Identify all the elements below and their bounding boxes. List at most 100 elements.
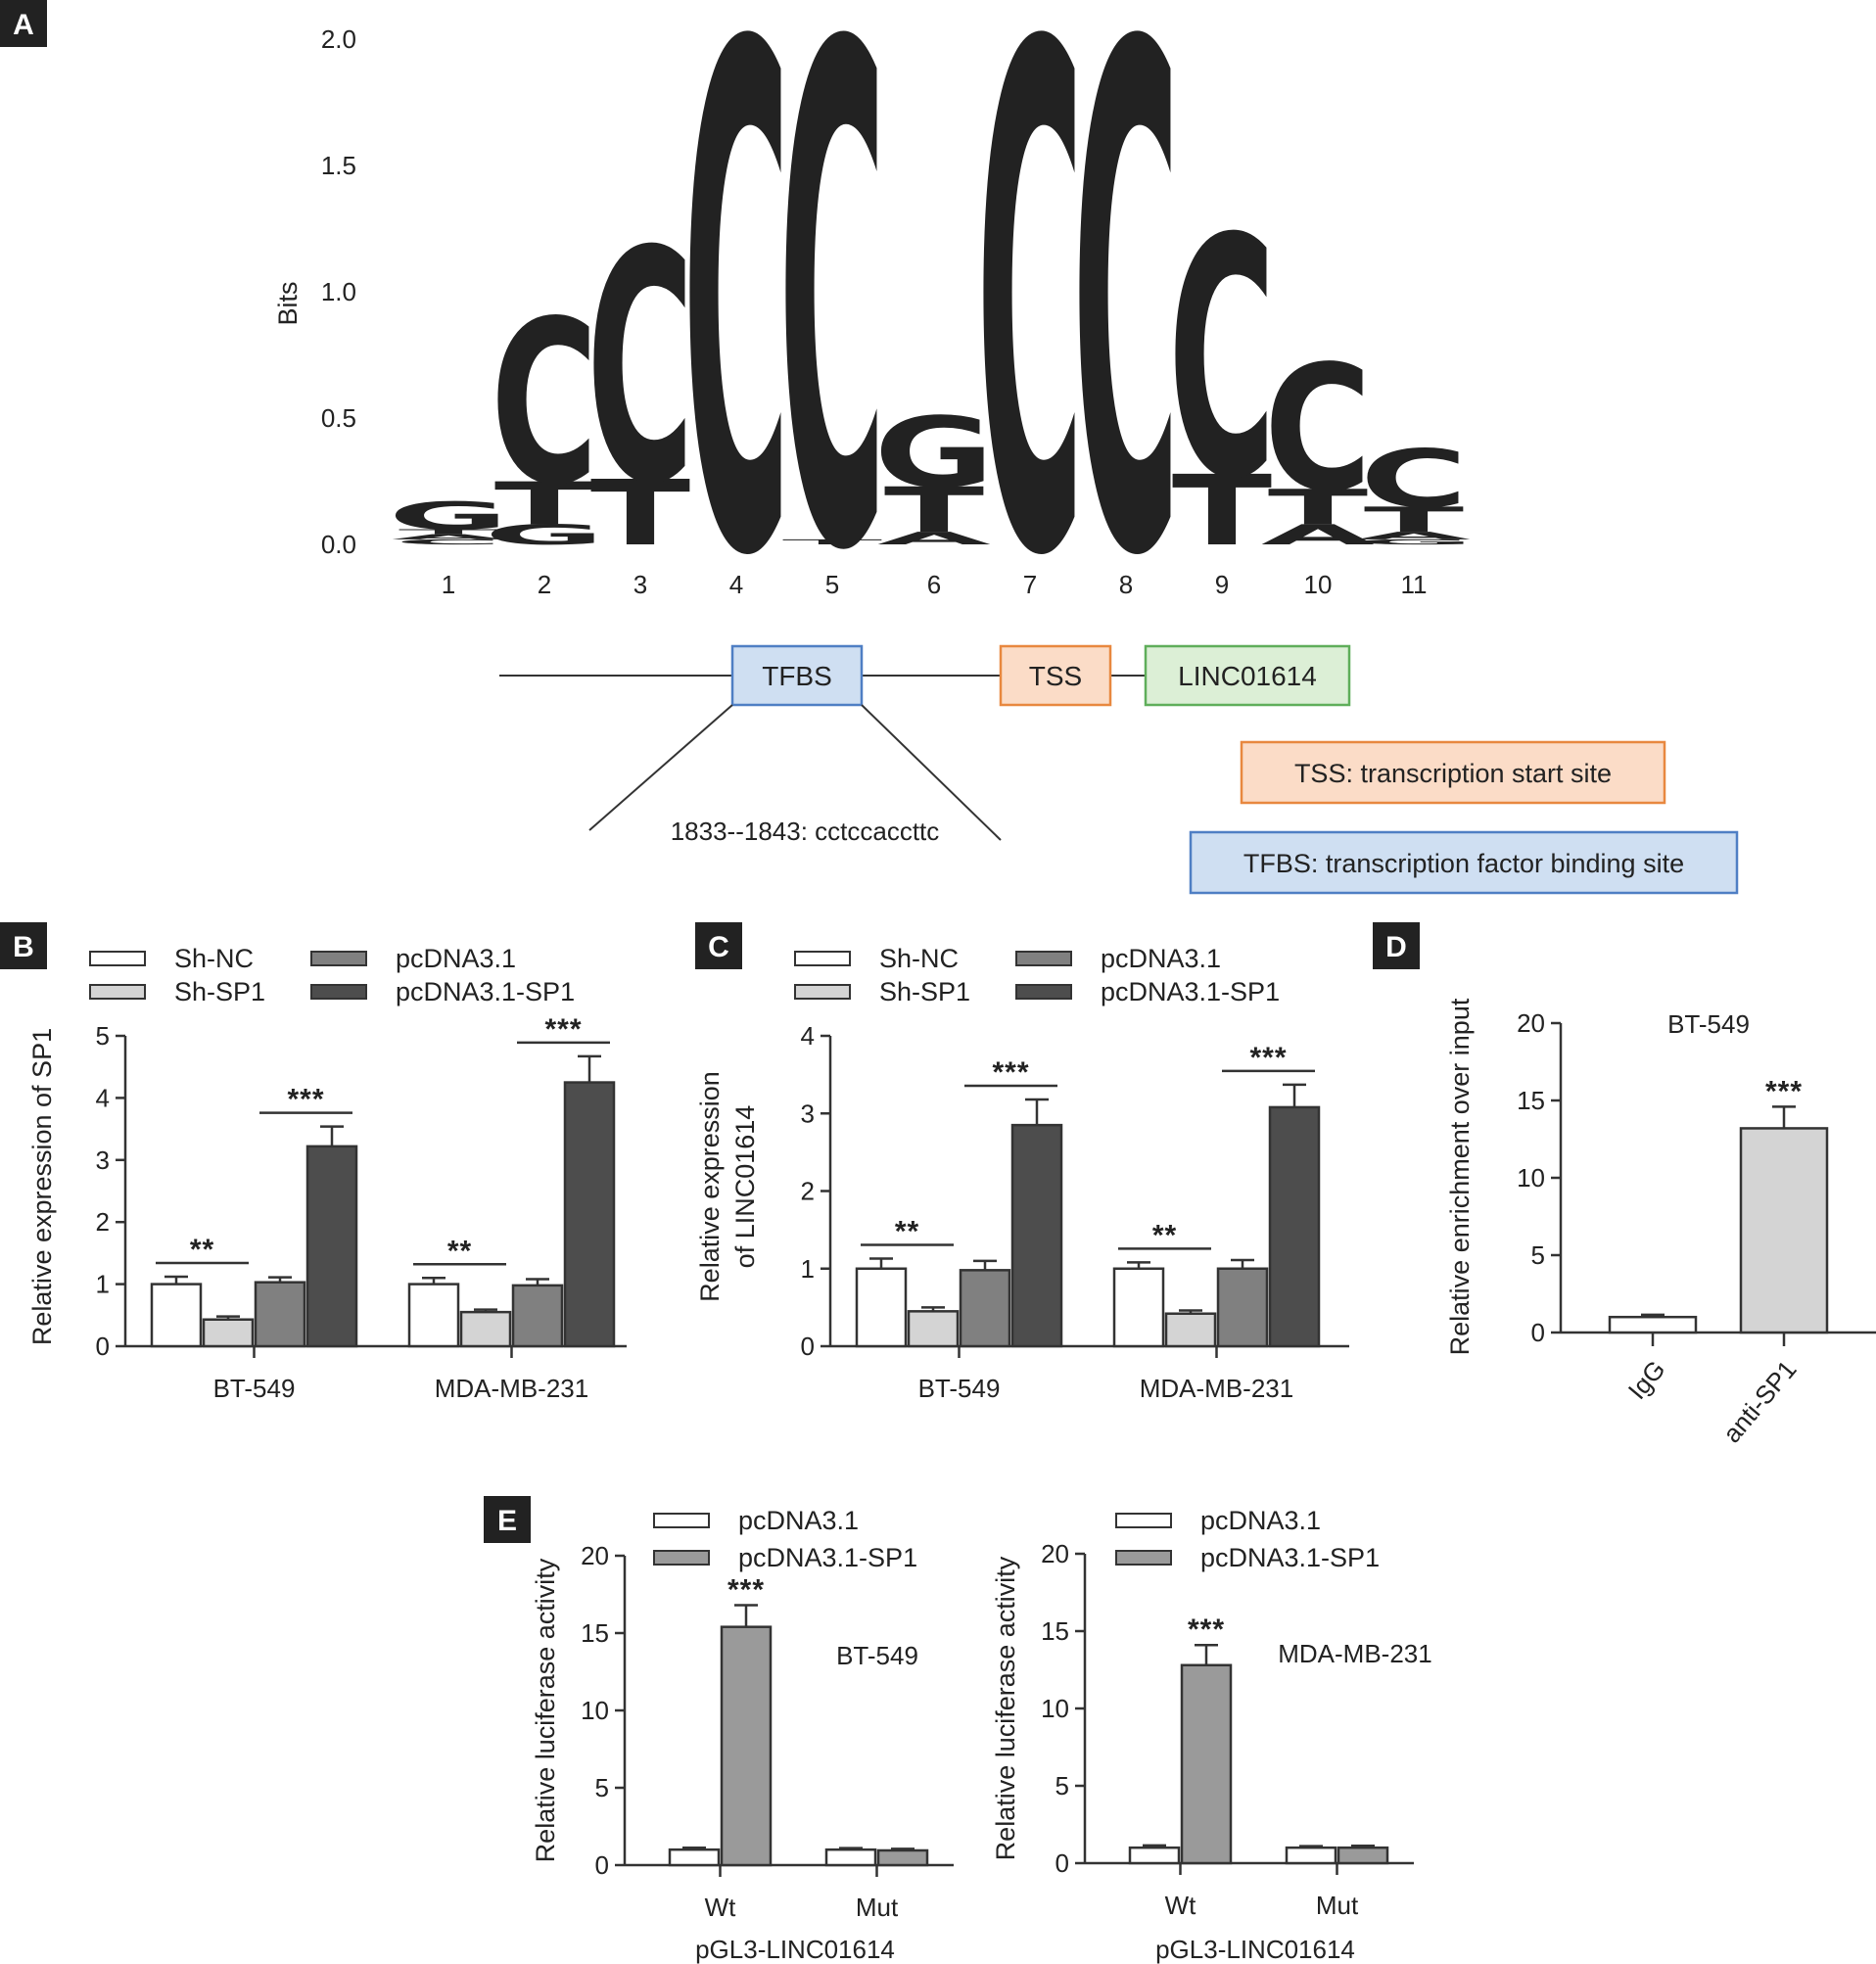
legend-swatch — [1015, 984, 1072, 1000]
x-category-label: Mut — [1316, 1891, 1359, 1920]
significance-label: ** — [895, 1215, 919, 1247]
tfbs-legend-text: TFBS: transcription factor binding site — [1243, 849, 1684, 878]
chart-title: BT-549 — [1667, 1009, 1750, 1039]
y-tick-label: 15 — [1517, 1086, 1545, 1115]
y-tick-label: 0 — [1531, 1318, 1545, 1347]
bar-wt-0 — [1128, 1846, 1181, 1865]
logo-letter-c: C — [1264, 328, 1372, 530]
y-tick-label: 2 — [801, 1177, 815, 1206]
legend-swatch — [794, 951, 851, 966]
bar-mda-mb-231-3 — [1268, 1105, 1321, 1348]
motif-ytick: 1.0 — [321, 277, 356, 306]
logo-letter-g: G — [1353, 538, 1474, 545]
x-category-label: IgG — [1622, 1355, 1671, 1405]
y-tick-label: 20 — [1041, 1539, 1069, 1568]
legend-swatch — [794, 984, 851, 1000]
legend-label: pcDNA3.1-SP1 — [738, 1543, 917, 1572]
tss-legend-box — [1240, 740, 1666, 805]
bar-wt-0 — [668, 1847, 721, 1867]
panel-label-e: E — [497, 1505, 517, 1537]
y-tick-label: 3 — [96, 1146, 110, 1175]
chart-b-sp1-expression: 012345BT-549*****MDA-MB-231*****Relative… — [27, 944, 627, 1403]
logo-letter-c: C — [491, 272, 598, 535]
bar-anti-sp1 — [1739, 1127, 1829, 1334]
x-category-label: MDA-MB-231 — [1140, 1374, 1293, 1403]
logo-letter-t: T — [782, 538, 882, 545]
legend-swatch — [653, 1513, 710, 1528]
y-tick-label: 1 — [96, 1270, 110, 1299]
panel-a: A 0.00.51.01.52.0 Bits CATGGTCTCCTCATGCC… — [0, 0, 1739, 895]
bar-bt-549-2 — [254, 1281, 306, 1348]
motif-position-label: 11 — [1401, 570, 1428, 599]
panel-label-c-bg — [695, 922, 742, 969]
bar-mut-0 — [824, 1847, 877, 1867]
bar-wt-1 — [1180, 1663, 1233, 1865]
bar-mda-mb-231-2 — [511, 1284, 564, 1348]
significance-label: *** — [1188, 1613, 1225, 1646]
logo-letter-c: C — [1360, 434, 1468, 526]
bar-mut-0 — [1285, 1846, 1337, 1865]
linc01614-box — [1144, 644, 1351, 707]
y-axis-label: Relative luciferase activity — [991, 1556, 1020, 1860]
logo-letter-c: C — [778, 0, 886, 702]
panel-label-b-bg — [0, 922, 47, 969]
motif-position-label: 5 — [825, 570, 839, 599]
y-tick-label: 5 — [1531, 1240, 1545, 1270]
significance-label: *** — [1249, 1042, 1287, 1074]
y-tick-label: 1 — [801, 1254, 815, 1284]
chart-e2-luciferase-mda: 0 5 10 15 20 Wt *** Mut Relative luciferase acti… — [991, 1506, 1432, 1964]
y-tick-label: 0 — [595, 1850, 609, 1880]
bar-bt-549-3 — [305, 1145, 358, 1348]
bar-mut-1 — [876, 1848, 929, 1867]
legend-label: pcDNA3.1-SP1 — [396, 977, 575, 1006]
panel-label-a: A — [13, 9, 34, 41]
panel-label-d-bg — [1373, 922, 1420, 969]
motif-position-label: 10 — [1304, 570, 1333, 599]
logo-letter-c: C — [395, 538, 502, 545]
bar-bt-549-0 — [855, 1267, 908, 1348]
bar-bt-549-3 — [1010, 1123, 1063, 1348]
legend-label: pcDNA3.1 — [1200, 1506, 1321, 1535]
significance-label: ** — [1152, 1219, 1177, 1251]
x-axis-title: pGL3-LINC01614 — [1155, 1935, 1355, 1964]
logo-letter-c: C — [586, 183, 694, 554]
legend-swatch — [89, 951, 146, 966]
logo-letter-t: T — [1268, 480, 1368, 537]
y-tick-label: 15 — [581, 1618, 609, 1648]
x-category-label: anti-SP1 — [1717, 1355, 1803, 1449]
logo-letter-g: G — [873, 397, 994, 509]
logo-letter-t: T — [1364, 499, 1464, 539]
y-tick-label: 0 — [1055, 1848, 1069, 1878]
motif-position-label: 6 — [927, 570, 941, 599]
x-category-label: Wt — [705, 1893, 737, 1922]
x-category-label: BT-549 — [918, 1374, 1001, 1403]
chart-e1-luciferase-bt549: 0 5 10 15 20 Wt *** Mut Relative luciferase acti… — [531, 1506, 954, 1964]
motif-position-label: 2 — [538, 570, 551, 599]
legend-swatch — [1115, 1550, 1172, 1566]
y-tick-label: 2 — [96, 1207, 110, 1237]
x-category-label: Wt — [1165, 1891, 1197, 1920]
legend-label: pcDNA3.1 — [738, 1506, 859, 1535]
motif-ytick: 0.5 — [321, 403, 356, 433]
panel-label-c: C — [708, 931, 729, 963]
chart-d-chip-enrichment: 0 5 10 15 20 Relative enrichment over input BT… — [1445, 998, 1876, 1448]
x-category-label: Mut — [856, 1893, 899, 1922]
bar-bt-549-2 — [959, 1269, 1011, 1348]
motif-ytick: 2.0 — [321, 24, 356, 54]
logo-letter-t: T — [1172, 454, 1272, 567]
bar-mda-mb-231-1 — [459, 1310, 512, 1348]
legend-label: Sh-NC — [879, 944, 959, 973]
significance-label: *** — [992, 1056, 1029, 1089]
y-tick-label: 3 — [801, 1099, 815, 1128]
y-tick-label: 0 — [96, 1332, 110, 1361]
legend-swatch — [1115, 1513, 1172, 1528]
y-tick-label: 10 — [1517, 1163, 1545, 1192]
bar-mda-mb-231-2 — [1216, 1267, 1269, 1348]
motif-position-label: 8 — [1119, 570, 1133, 599]
logo-letter-a: A — [1357, 530, 1471, 541]
logo-letter-c: C — [1072, 0, 1180, 708]
motif-y-label: Bits — [273, 281, 303, 325]
tfbs-box — [730, 644, 864, 707]
